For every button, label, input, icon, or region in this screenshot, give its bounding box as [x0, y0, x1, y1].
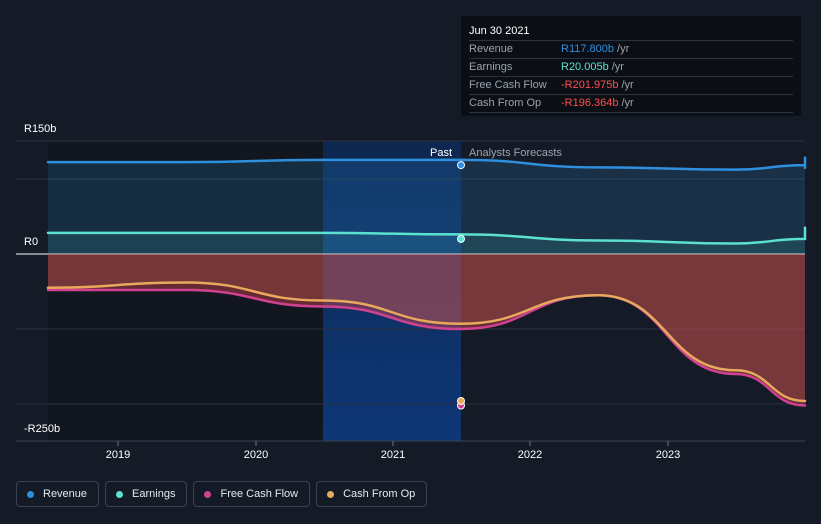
earnings-dot-icon — [116, 490, 124, 498]
cash-from-op-dot-icon — [327, 490, 335, 498]
highlight-band — [323, 141, 461, 441]
tooltip-value: R117.800b — [561, 43, 615, 55]
revenue-dot-icon — [27, 490, 34, 498]
earnings-marker — [457, 234, 465, 243]
tooltip-date: Jun 30 2021 — [469, 22, 793, 41]
forecast-label: Analysts Forecasts — [469, 147, 562, 159]
tooltip-value: R20.005b — [561, 61, 609, 73]
y-tick-top: R150b — [24, 123, 57, 135]
legend-item-revenue[interactable]: Revenue — [16, 481, 100, 507]
cash-from-op-line — [46, 281, 807, 403]
tooltip-row-fcf: Free Cash Flow -R201.975b /yr — [469, 77, 793, 95]
tooltip-row-cfo: Cash From Op -R196.364b /yr — [469, 95, 793, 113]
x-tick-label: 2019 — [106, 449, 130, 461]
tooltip-unit: /yr — [611, 61, 624, 73]
x-tick-label: 2020 — [244, 449, 268, 461]
revenue-line — [46, 156, 807, 171]
tooltip-label: Cash From Op — [469, 97, 542, 109]
legend-label: Revenue — [43, 488, 88, 500]
y-tick-bottom: -R250b — [24, 423, 61, 435]
past-label: Past — [430, 147, 453, 159]
x-tick-label: 2021 — [381, 449, 405, 461]
tooltip-row-earnings: Earnings R20.005b /yr — [469, 59, 793, 77]
tooltip-label: Earnings — [469, 61, 513, 73]
legend: Revenue Earnings Free Cash Flow Cash Fro… — [16, 481, 428, 507]
legend-label: Free Cash Flow — [220, 488, 299, 500]
tooltip-label: Revenue — [469, 43, 514, 55]
tooltip-row-revenue: Revenue R117.800b /yr — [469, 41, 793, 59]
tooltip-label: Free Cash Flow — [469, 79, 547, 91]
free-cash-flow-dot-icon — [204, 490, 212, 498]
cash-from-op-area — [48, 254, 805, 401]
tooltip-unit: /yr — [621, 79, 634, 91]
cash-from-op-marker — [457, 397, 465, 405]
free-cash-flow-line — [46, 288, 807, 407]
legend-item-cash-from-op[interactable]: Cash From Op — [316, 481, 428, 507]
earnings-line — [46, 226, 807, 245]
tooltip-unit: /yr — [617, 43, 630, 55]
x-tick-label: 2022 — [518, 449, 542, 461]
legend-item-earnings[interactable]: Earnings — [105, 481, 188, 507]
legend-label: Earnings — [132, 488, 176, 500]
revenue-marker — [457, 161, 465, 170]
free-cash-flow-area — [48, 254, 805, 406]
tooltip-value: -R201.975b — [561, 79, 619, 91]
legend-label: Cash From Op — [343, 488, 416, 500]
earnings-area — [48, 227, 805, 254]
legend-item-free-cash-flow[interactable]: Free Cash Flow — [193, 481, 311, 507]
tooltip-value: -R196.364b — [561, 97, 619, 109]
y-tick-zero: R0 — [24, 236, 39, 248]
revenue-area — [48, 157, 805, 254]
tooltip: Jun 30 2021 Revenue R117.800b /yr Earnin… — [461, 16, 801, 116]
tooltip-unit: /yr — [621, 97, 634, 109]
x-tick-label: 2023 — [656, 449, 680, 461]
